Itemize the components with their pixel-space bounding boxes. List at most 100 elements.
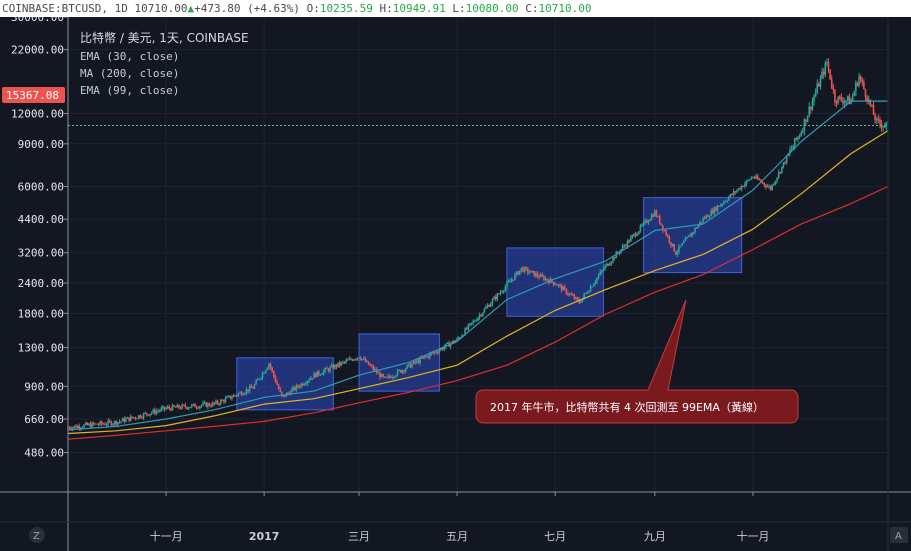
candle-body (149, 413, 151, 416)
candle-body (88, 423, 90, 426)
candle-body (596, 277, 598, 282)
candle-body (527, 268, 529, 273)
candle-body (152, 409, 155, 413)
candle-body (301, 383, 304, 386)
candle-body (123, 418, 126, 422)
candle-body (856, 83, 859, 86)
candle-body (219, 400, 222, 405)
candle-body (117, 422, 119, 425)
candle-body (851, 96, 854, 101)
candle-body (761, 182, 764, 184)
auto-scale-button[interactable] (890, 527, 908, 543)
price-badge (2, 87, 65, 103)
candle-body (182, 404, 185, 406)
candle-body (86, 422, 89, 426)
candle-body (702, 218, 704, 223)
candle-body (398, 370, 401, 372)
candle-body (178, 404, 180, 408)
candle-body (683, 241, 685, 244)
candle-body (834, 89, 836, 103)
candle-body (782, 162, 785, 167)
candle-body (713, 207, 716, 214)
candle-body (144, 413, 146, 415)
candle-body (818, 83, 820, 87)
candle-body (654, 210, 656, 217)
candle-body (208, 403, 211, 406)
candle-body (482, 312, 484, 316)
candle-body (753, 177, 756, 179)
candle-body (875, 118, 878, 121)
annotation-box[interactable] (475, 389, 799, 424)
candle-body (168, 406, 171, 409)
legend-ema99[interactable]: EMA (99, close) (80, 84, 179, 97)
candle-body (584, 292, 587, 294)
candle-body (769, 186, 772, 190)
candle-body (83, 424, 85, 428)
candle-body (699, 222, 701, 226)
candle-body (256, 379, 259, 381)
candle-body (184, 405, 187, 408)
candle-body (691, 232, 693, 237)
candle-body (605, 263, 608, 266)
candle-body (718, 205, 720, 207)
candle-body (239, 392, 241, 394)
candle-body (293, 387, 296, 390)
candle-body (287, 392, 290, 394)
candle-body (773, 184, 775, 186)
y-axis-ticks[interactable]: 30000.00 22000.00 12000.00 9000.00 6000.00 44… (11, 17, 68, 460)
candle-body (861, 79, 864, 82)
highlight-boxes (236, 197, 743, 411)
candle-body (104, 423, 106, 425)
candle-body (591, 286, 593, 288)
candle-body (157, 410, 159, 412)
candle-body (660, 223, 663, 226)
legend-ma200[interactable]: MA (200, close) (80, 67, 179, 80)
candle-body (78, 425, 81, 429)
candle-body (179, 407, 182, 409)
candle-body (107, 420, 109, 425)
candle-body (552, 281, 555, 285)
price-chart[interactable]: 30000.00 22000.00 12000.00 9000.00 6000.00 44… (0, 17, 911, 551)
timezone-button[interactable] (29, 527, 45, 543)
candle-body (538, 276, 540, 278)
candle-body (163, 406, 166, 410)
candle-body (252, 387, 254, 389)
x-axis-ticks[interactable]: 十一月 2017 三月 五月 七月 九月 十一月 (150, 492, 770, 543)
candle-body (554, 284, 556, 286)
candle-body (819, 77, 822, 87)
candle-body (345, 360, 347, 362)
candle-body (599, 271, 601, 276)
candle-body (465, 328, 468, 330)
symbol-name[interactable]: COINBASE:BTCUSD, (2, 2, 108, 15)
legend-ema30[interactable]: EMA (30, close) (80, 50, 179, 63)
candle-body (845, 100, 847, 102)
candle-body (351, 359, 354, 361)
candle-body (829, 69, 831, 80)
candle-body (536, 273, 539, 277)
candle-body (266, 367, 269, 371)
candle-body (567, 293, 569, 295)
candle-body (75, 425, 77, 428)
ema30-line (67, 100, 888, 431)
candle-body (282, 394, 285, 397)
candle-body (634, 233, 637, 236)
candle-body (565, 288, 568, 294)
candle-body (681, 243, 683, 246)
candle-body (295, 385, 298, 390)
highlight-box (236, 357, 334, 411)
open-label: O: (306, 2, 320, 15)
candle-body (94, 423, 97, 425)
y-tick-label: 12000.00 (11, 108, 64, 121)
candle-body (879, 119, 881, 124)
candle-body (874, 114, 876, 121)
candle-body (470, 322, 473, 324)
chart-container[interactable]: 30000.00 22000.00 12000.00 9000.00 6000.00 44… (0, 17, 911, 551)
candle-body (387, 375, 389, 378)
ma200-line (67, 185, 889, 440)
candle-body (609, 263, 611, 266)
interval-label[interactable]: 1D (114, 2, 128, 15)
candle-body (515, 271, 518, 275)
y-tick-label: 30000.00 (11, 17, 64, 24)
candle-body (612, 257, 614, 262)
candle-body (583, 293, 585, 298)
